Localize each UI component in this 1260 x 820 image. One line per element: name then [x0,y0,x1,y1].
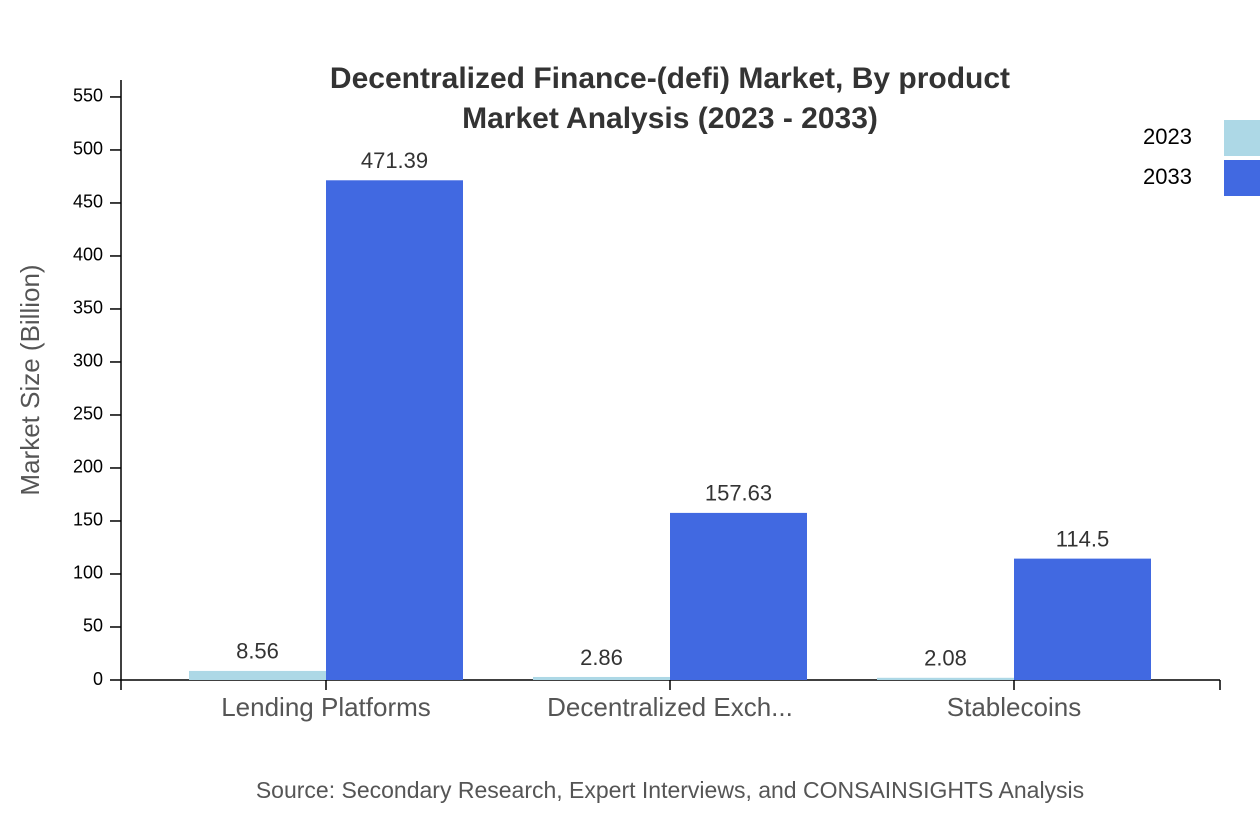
value-label: 2.86 [580,645,623,670]
y-axis-label: Market Size (Billion) [15,264,45,495]
legend-label: 2033 [1143,164,1192,189]
bar [533,676,670,680]
y-tick-label: 500 [73,139,103,159]
bar [189,670,326,680]
y-tick-label: 150 [73,510,103,530]
legend-swatch [1224,120,1260,156]
y-tick-label: 350 [73,298,103,318]
y-tick-label: 400 [73,245,103,265]
value-label: 8.56 [236,639,279,664]
x-tick-label: Lending Platforms [221,692,431,722]
legend-swatch [1224,160,1260,196]
value-label: 2.08 [924,646,967,671]
source-note: Source: Secondary Research, Expert Inter… [256,777,1084,803]
y-tick-label: 250 [73,404,103,424]
x-tick-label: Stablecoins [947,692,1081,722]
y-tick-label: 50 [83,616,103,636]
bar [877,677,1014,680]
y-tick-label: 0 [93,669,103,689]
bar [1014,558,1151,680]
y-tick-label: 450 [73,192,103,212]
value-label: 157.63 [705,481,772,506]
value-label: 471.39 [361,148,428,173]
bar [670,512,807,680]
y-tick-label: 100 [73,563,103,583]
value-label: 114.5 [1056,526,1109,551]
y-tick-label: 200 [73,457,103,477]
x-tick-label: Decentralized Exch... [547,692,793,722]
y-tick-label: 300 [73,351,103,371]
y-tick-label: 550 [73,86,103,106]
legend-label: 2023 [1143,124,1192,149]
chart-title: Market Analysis (2023 - 2033) [462,102,878,135]
chart-title: Decentralized Finance-(defi) Market, By … [330,62,1010,95]
bar [326,180,463,681]
